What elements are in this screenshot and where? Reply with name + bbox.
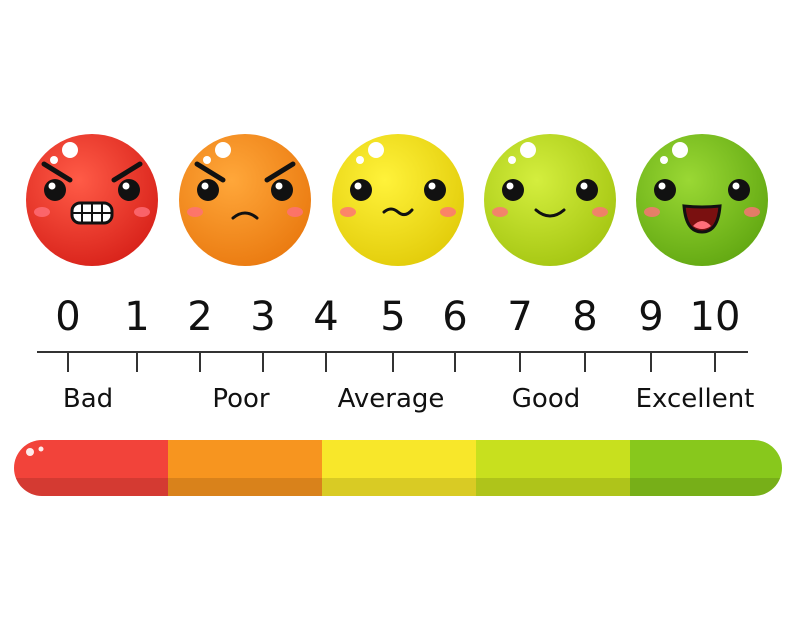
scale-number: 5 (380, 294, 405, 340)
color-bar (14, 440, 782, 496)
scale-number: 10 (690, 294, 741, 340)
cheek (440, 207, 456, 217)
eye (44, 179, 66, 201)
shine (672, 142, 688, 158)
shine (660, 156, 668, 164)
scale-number: 6 (442, 294, 467, 340)
brow (111, 161, 143, 183)
shine (50, 156, 58, 164)
faces (26, 134, 768, 266)
cheek (134, 207, 150, 217)
mouth (231, 211, 259, 220)
eye (728, 179, 750, 201)
eye-shine (506, 182, 514, 190)
shine (356, 156, 364, 164)
mouth (534, 208, 566, 218)
eye (271, 179, 293, 201)
brow (194, 161, 226, 183)
face-circle (332, 134, 464, 266)
scale-number: 2 (187, 294, 212, 340)
brow (41, 161, 73, 183)
eye-shine (658, 182, 666, 190)
face-circle (636, 134, 768, 266)
cheek (744, 207, 760, 217)
mouth (382, 207, 414, 217)
shine (38, 446, 44, 452)
eye (502, 179, 524, 201)
face (179, 134, 311, 266)
eye (424, 179, 446, 201)
scale-label: Excellent (636, 384, 755, 414)
face-circle (26, 134, 158, 266)
shine (508, 156, 516, 164)
scale-label: Average (338, 384, 445, 414)
shine (62, 142, 78, 158)
eye-shine (354, 182, 362, 190)
scale-label: Bad (63, 384, 113, 414)
face (484, 134, 616, 266)
eye-shine (580, 182, 588, 190)
eye (197, 179, 219, 201)
cheek (592, 207, 608, 217)
face (26, 134, 158, 266)
scale-number: 1 (124, 294, 149, 340)
mouth (682, 204, 722, 234)
shine (520, 142, 536, 158)
brow (264, 161, 296, 183)
cheek (34, 207, 50, 217)
face (636, 134, 768, 266)
scale-label: Poor (212, 384, 270, 414)
scale-number: 3 (250, 294, 275, 340)
cheek (187, 207, 203, 217)
cheek (492, 207, 508, 217)
shine (203, 156, 211, 164)
eye-shine (275, 182, 283, 190)
scale-label: Good (512, 384, 580, 414)
eye-shine (428, 182, 436, 190)
shine (215, 142, 231, 158)
teeth (72, 203, 112, 223)
eye (118, 179, 140, 201)
eye-shine (732, 182, 740, 190)
scale: 0 1 2 3 4 5 6 7 8 9 10 Bad Poor Average Good Excellent (55, 294, 754, 414)
tongue (693, 221, 711, 229)
shine (368, 142, 384, 158)
eye-shine (122, 182, 130, 190)
eye-shine (201, 182, 209, 190)
scale-number: 9 (638, 294, 663, 340)
face-circle (484, 134, 616, 266)
face (332, 134, 464, 266)
eye (576, 179, 598, 201)
cheek (287, 207, 303, 217)
scale-number: 0 (55, 294, 80, 340)
shine (26, 448, 34, 456)
eye-shine (48, 182, 56, 190)
eye (654, 179, 676, 201)
eye (350, 179, 372, 201)
face-circle (179, 134, 311, 266)
scale-number: 7 (507, 294, 532, 340)
scale-number: 8 (572, 294, 597, 340)
cheek (340, 207, 356, 217)
scale-number: 4 (313, 294, 338, 340)
cheek (644, 207, 660, 217)
